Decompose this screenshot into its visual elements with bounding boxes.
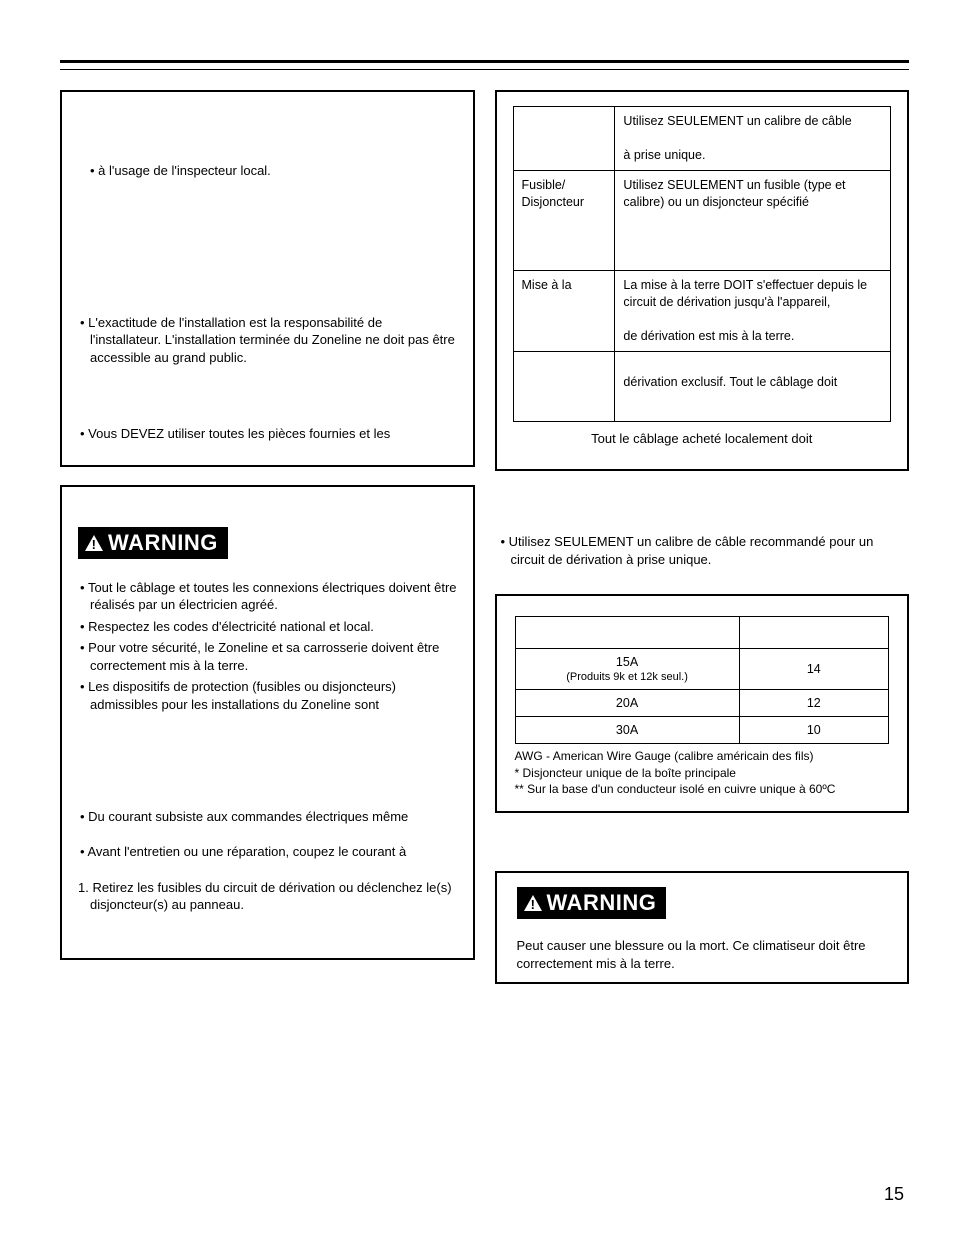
text: Utilisez SEULEMENT un fusible (type et c… xyxy=(623,177,882,211)
left-box2-after2: Avant l'entretien ou une réparation, cou… xyxy=(78,843,457,861)
below-spec-text: Tout le câblage acheté localement doit xyxy=(513,430,892,448)
spec-table: Utilisez SEULEMENT un calibre de câble à… xyxy=(513,106,892,422)
warning-label: WARNING xyxy=(108,530,218,556)
list-item: Tout le câblage et toutes les connexions… xyxy=(78,579,457,614)
cell: 10 xyxy=(739,717,888,744)
text: 10 xyxy=(807,723,821,737)
note-line: * Disjoncteur unique de la boîte princip… xyxy=(515,765,890,781)
text: (Produits 9k et 12k seul.) xyxy=(566,671,688,683)
spec-text: Utilisez SEULEMENT un fusible (type et c… xyxy=(615,170,891,271)
table-row: Utilisez SEULEMENT un calibre de câble à… xyxy=(513,107,891,171)
text: Vous DEVEZ utiliser toutes les pièces fo… xyxy=(88,426,390,441)
list-item: L'exactitude de l'installation est la re… xyxy=(78,314,457,367)
left-box1-list2: L'exactitude de l'installation est la re… xyxy=(78,314,457,367)
table-row: dérivation exclusif. Tout le câblage doi… xyxy=(513,351,891,421)
table-row: 15A (Produits 9k et 12k seul.) 14 xyxy=(515,649,889,690)
right-column: Utilisez SEULEMENT un calibre de câble à… xyxy=(495,90,910,1002)
cell: 12 xyxy=(739,690,888,717)
left-box1-list: à l'usage de l'inspecteur local. xyxy=(78,162,457,180)
spec-text: dérivation exclusif. Tout le câblage doi… xyxy=(615,351,891,421)
text: Les dispositifs de protection (fusibles … xyxy=(88,679,396,712)
text: dérivation exclusif. Tout le câblage doi… xyxy=(623,374,882,391)
bottom-warning-box: ! WARNING Peut causer une blessure ou la… xyxy=(495,871,910,984)
wire-gauge-table: 15A (Produits 9k et 12k seul.) 14 20A 12… xyxy=(515,616,890,744)
list-item: Avant l'entretien ou une réparation, cou… xyxy=(78,843,457,861)
svg-text:!: ! xyxy=(530,897,535,912)
text: Avant l'entretien ou une réparation, cou… xyxy=(87,844,406,859)
table-row: Fusible/ Disjoncteur Utilisez SEULEMENT … xyxy=(513,170,891,271)
text: Tout le câblage et toutes les connexions… xyxy=(88,580,457,613)
spec-text: La mise à la terre DOIT s'effectuer depu… xyxy=(615,271,891,352)
note-line: ** Sur la base d'un conducteur isolé en … xyxy=(515,781,890,797)
text: Du courant subsiste aux commandes électr… xyxy=(88,809,408,824)
text: L'exactitude de l'installation est la re… xyxy=(88,315,455,365)
cell: 30A xyxy=(515,717,739,744)
list-item: Vous DEVEZ utiliser toutes les pièces fo… xyxy=(78,425,457,443)
left-box-1: à l'usage de l'inspecteur local. L'exact… xyxy=(60,90,475,467)
text: * Disjoncteur unique de la boîte princip… xyxy=(515,766,736,780)
table-row: 30A 10 xyxy=(515,717,889,744)
right-mid-bullet: Utilisez SEULEMENT un calibre de câble r… xyxy=(499,533,910,568)
numbered-step: 1. Retirez les fusibles du circuit de dé… xyxy=(78,879,457,914)
spec-label xyxy=(513,351,615,421)
left-box1-list3: Vous DEVEZ utiliser toutes les pièces fo… xyxy=(78,425,457,443)
warning-badge: ! WARNING xyxy=(517,887,667,919)
warning-label: WARNING xyxy=(547,890,657,916)
warning-triangle-icon: ! xyxy=(523,894,543,912)
text: AWG - American Wire Gauge (calibre améri… xyxy=(515,749,814,763)
text: 15 xyxy=(884,1184,904,1204)
rule-thick xyxy=(60,60,909,63)
right-box-spec: Utilisez SEULEMENT un calibre de câble à… xyxy=(495,90,910,471)
table-header-row xyxy=(515,617,889,649)
warning-badge: ! WARNING xyxy=(78,527,228,559)
left-column: à l'usage de l'inspecteur local. L'exact… xyxy=(60,90,475,1002)
text: Peut causer une blessure ou la mort. Ce … xyxy=(517,938,866,971)
svg-text:!: ! xyxy=(92,537,97,552)
text: 15A xyxy=(616,655,638,669)
cell: 20A xyxy=(515,690,739,717)
left-box2-after: Du courant subsiste aux commandes électr… xyxy=(78,808,457,826)
list-item: Les dispositifs de protection (fusibles … xyxy=(78,678,457,713)
cell: 15A (Produits 9k et 12k seul.) xyxy=(515,649,739,690)
col-header xyxy=(739,617,888,649)
col-header xyxy=(515,617,739,649)
cell: 14 xyxy=(739,649,888,690)
bottom-warning-text: Peut causer une blessure ou la mort. Ce … xyxy=(517,937,888,972)
left-box2-list: Tout le câblage et toutes les connexions… xyxy=(78,579,457,714)
list-item: Du courant subsiste aux commandes électr… xyxy=(78,808,457,826)
table-row: 20A 12 xyxy=(515,690,889,717)
spec-label: Fusible/ Disjoncteur xyxy=(513,170,615,271)
text: Tout le câblage acheté localement doit xyxy=(591,431,812,446)
warning-triangle-icon: ! xyxy=(84,534,104,552)
text: 12 xyxy=(807,696,821,710)
left-box-2: ! WARNING Tout le câblage et toutes les … xyxy=(60,485,475,960)
text: Pour votre sécurité, le Zoneline et sa c… xyxy=(88,640,439,673)
text: La mise à la terre DOIT s'effectuer depu… xyxy=(623,277,882,345)
note-line: AWG - American Wire Gauge (calibre améri… xyxy=(515,748,890,764)
wire-gauge-box: 15A (Produits 9k et 12k seul.) 14 20A 12… xyxy=(495,594,910,813)
text: ** Sur la base d'un conducteur isolé en … xyxy=(515,782,836,796)
text: 1. Retirez les fusibles du circuit de dé… xyxy=(78,880,452,913)
text: Fusible/ Disjoncteur xyxy=(522,178,585,209)
spec-label xyxy=(513,107,615,171)
text: 30A xyxy=(616,723,638,737)
list-item: Utilisez SEULEMENT un calibre de câble r… xyxy=(499,533,910,568)
text: Respectez les codes d'électricité nation… xyxy=(88,619,374,634)
list-item: à l'usage de l'inspecteur local. xyxy=(90,162,457,180)
text: 14 xyxy=(807,662,821,676)
text: 20A xyxy=(616,696,638,710)
text: à l'usage de l'inspecteur local. xyxy=(98,163,271,178)
two-column-layout: à l'usage de l'inspecteur local. L'exact… xyxy=(60,90,909,1002)
text: Utilisez SEULEMENT un calibre de câble r… xyxy=(509,534,874,567)
list-item: Respectez les codes d'électricité nation… xyxy=(78,618,457,636)
wire-notes: AWG - American Wire Gauge (calibre améri… xyxy=(515,748,890,797)
page-number: 15 xyxy=(884,1184,904,1205)
text: Utilisez SEULEMENT un calibre de câble à… xyxy=(623,113,882,164)
table-row: Mise à la La mise à la terre DOIT s'effe… xyxy=(513,271,891,352)
list-item: Pour votre sécurité, le Zoneline et sa c… xyxy=(78,639,457,674)
spec-label: Mise à la xyxy=(513,271,615,352)
spec-text: Utilisez SEULEMENT un calibre de câble à… xyxy=(615,107,891,171)
text: Mise à la xyxy=(522,278,572,292)
rule-thin xyxy=(60,69,909,70)
